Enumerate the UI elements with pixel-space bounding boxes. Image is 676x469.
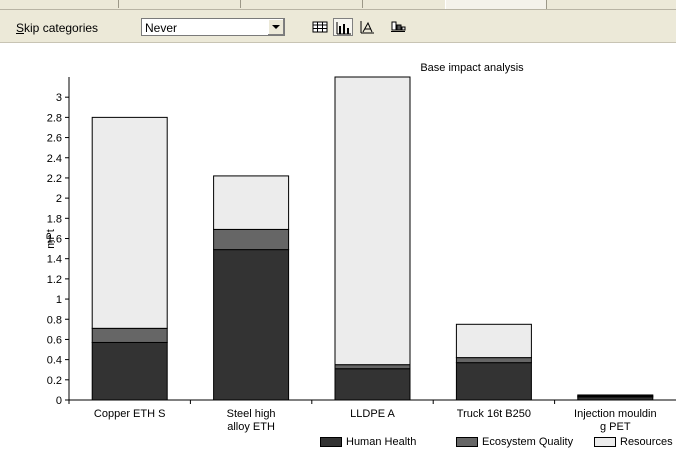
- y-tick-label: 2.4: [47, 153, 62, 165]
- bar-ecosystem-quality: [334, 364, 411, 370]
- chart-options-icon: [391, 21, 406, 32]
- chart-panel: Base impact analysis Copper ETH S Steel h…: [0, 43, 676, 466]
- legend-label: Human Health: [346, 436, 417, 448]
- y-tick-label: 1: [56, 294, 62, 306]
- skip-label-accesskey: S: [16, 21, 25, 35]
- legend-label: Ecosystem Quality: [482, 436, 574, 448]
- y-tick-label: 2.2: [47, 173, 62, 185]
- x-tick-label: g PET: [600, 421, 631, 433]
- x-tick-label: Injection mouldin: [574, 408, 657, 420]
- bar-resources: [91, 116, 168, 329]
- y-tick-label: 1.4: [47, 254, 62, 266]
- y-tick-label: 1.8: [47, 213, 62, 225]
- legend-item: Resources: [594, 436, 673, 450]
- y-tick-label: 2: [56, 193, 62, 205]
- bar-resources: [334, 76, 411, 366]
- skip-label-text: kip categories: [24, 21, 99, 35]
- bar-human-health: [213, 249, 290, 401]
- legend-label: Resources: [620, 436, 673, 448]
- bar-human-health: [91, 341, 168, 401]
- y-tick-label: 0: [56, 395, 62, 407]
- y-tick-label: 1.2: [47, 274, 62, 286]
- table-view-button[interactable]: [310, 18, 330, 36]
- bar-human-health: [455, 362, 532, 401]
- y-tick-label: 0.2: [47, 375, 62, 387]
- bar-ecosystem-quality: [213, 228, 290, 251]
- legend-item: Ecosystem Quality: [456, 436, 573, 450]
- y-tick-label: 1.6: [47, 234, 62, 246]
- tab-strip: [0, 0, 676, 10]
- chart-options-button[interactable]: [388, 18, 408, 36]
- bar-ecosystem-quality: [455, 357, 532, 364]
- bar-human-health: [334, 368, 411, 401]
- chart-toolbar: Skip categories Never: [0, 10, 676, 43]
- bar-resources: [213, 175, 290, 230]
- bar-chart-icon: [336, 22, 351, 35]
- chart-title: Base impact analysis: [420, 62, 524, 74]
- x-tick-label: Truck 16t B250: [457, 408, 531, 420]
- skip-categories-select[interactable]: Never: [141, 18, 285, 36]
- table-view-icon: [312, 21, 328, 33]
- x-tick-label: Steel high: [227, 408, 276, 420]
- legend-item: Human Health: [320, 436, 416, 450]
- bar-resources: [455, 323, 532, 359]
- x-tick-label: LLDPE A: [350, 408, 395, 420]
- tab-divider: [118, 0, 119, 8]
- active-tab[interactable]: [445, 0, 547, 9]
- axis-scale-icon: [360, 21, 374, 34]
- legend-swatch: [456, 437, 478, 447]
- y-tick-label: 0.4: [47, 355, 62, 367]
- bars-group: [91, 76, 654, 401]
- x-tick-label: alloy ETH: [227, 421, 275, 433]
- y-tick-label: 0.8: [47, 314, 62, 326]
- bar-ecosystem-quality: [91, 327, 168, 343]
- chevron-down-icon[interactable]: [267, 19, 284, 35]
- bar-resources: [577, 394, 654, 397]
- tab-divider: [362, 0, 363, 8]
- y-axis-label: mPt: [45, 229, 57, 249]
- bar-chart-button[interactable]: [333, 18, 353, 36]
- legend-swatch: [594, 437, 616, 447]
- y-tick-label: 2.6: [47, 133, 62, 145]
- axis-scale-button[interactable]: [357, 18, 377, 36]
- stacked-bar-chart: Base impact analysis Copper ETH S Steel h…: [45, 62, 676, 433]
- y-tick-label: 3: [56, 92, 62, 104]
- y-tick-label: 2.8: [47, 112, 62, 124]
- y-tick-label: 0.6: [47, 334, 62, 346]
- skip-categories-label: Skip categories: [16, 21, 98, 35]
- tab-divider: [240, 0, 241, 8]
- x-tick-label: Copper ETH S: [94, 408, 166, 420]
- skip-categories-value: Never: [145, 21, 178, 35]
- legend-swatch: [320, 437, 342, 447]
